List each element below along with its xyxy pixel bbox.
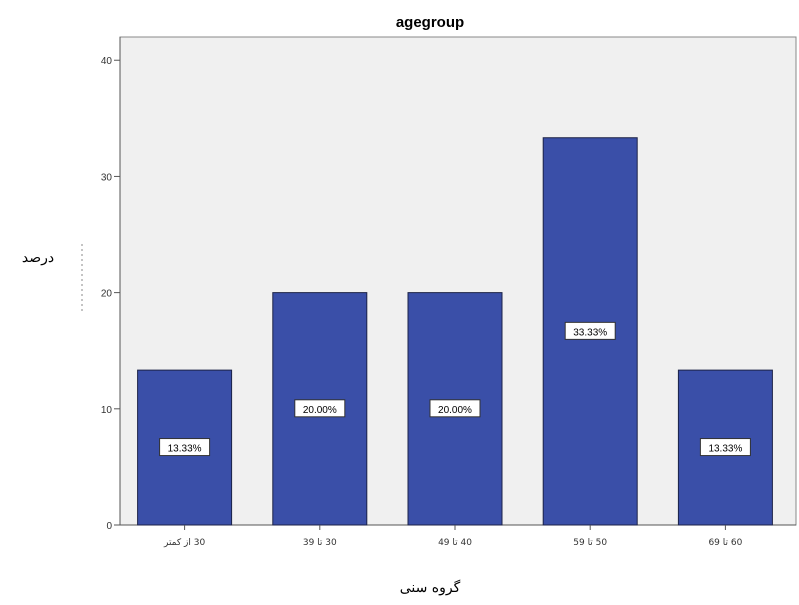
data-label: 20.00% [438, 405, 472, 416]
y-tick-label: 30 [101, 172, 113, 183]
x-tick-label: 40 تا 49 [438, 538, 472, 548]
chart-title: agegroup [396, 14, 464, 31]
data-label-box [564, 321, 616, 340]
y-tick-label: 10 [101, 405, 113, 416]
x-tick-label: 30 از کمتر [163, 538, 205, 548]
data-label-box [294, 399, 346, 418]
bars: 13.33% 20.00% 20.00% 33.33% 13.33% [137, 137, 773, 526]
y-tick-label: 0 [106, 521, 112, 532]
y-axis-ticks: 0 10 20 30 40 [101, 56, 120, 532]
x-tick-label: 30 تا 39 [303, 538, 337, 548]
y-axis-label: درصد [22, 250, 54, 266]
y-tick-label: 40 [101, 56, 113, 67]
data-label-box [159, 438, 211, 457]
data-label-box [429, 399, 481, 418]
data-label: 13.33% [708, 444, 742, 455]
x-axis-ticks: 30 از کمتر 30 تا 39 40 تا 49 50 تا 59 60 تا … [163, 525, 743, 548]
y-tick-label: 20 [101, 289, 113, 300]
data-label: 13.33% [168, 444, 202, 455]
data-label: 33.33% [573, 327, 607, 338]
data-label: 20.00% [303, 405, 337, 416]
x-tick-label: 50 تا 59 [573, 538, 607, 548]
data-label-box [699, 438, 751, 457]
x-tick-label: 60 تا 69 [708, 538, 742, 548]
x-axis-label: گروه سنی [400, 579, 461, 596]
